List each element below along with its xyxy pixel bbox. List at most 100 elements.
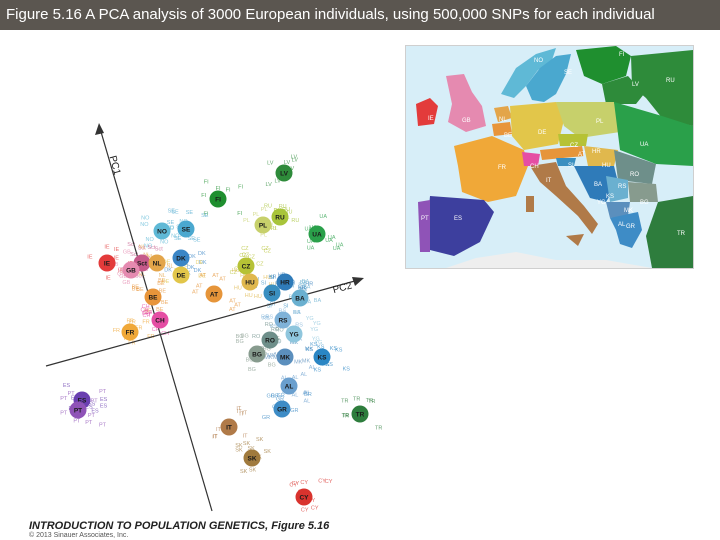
sample-label: BA	[303, 284, 311, 290]
sample-label: PT	[68, 391, 76, 397]
sample-label: UA	[307, 239, 315, 245]
sample-label: GR	[271, 394, 279, 400]
centroid-gr: GR	[273, 400, 291, 418]
sample-label: BG	[248, 367, 256, 373]
map-label-ua: UA	[640, 142, 648, 148]
sample-label: AL	[309, 365, 316, 371]
sample-label: FI	[226, 188, 231, 194]
sample-label: SK	[249, 468, 257, 474]
sample-label: IE	[106, 276, 112, 282]
map-label-nl: NL	[499, 117, 507, 123]
centroid-rs: RS	[274, 311, 292, 329]
sample-label: CH	[143, 313, 151, 319]
sample-label: SI	[270, 301, 276, 307]
map-label-tr: TR	[677, 231, 686, 237]
centroid-marker	[151, 311, 169, 329]
sample-label: SE	[188, 236, 196, 242]
sample-label: IT	[242, 411, 248, 417]
region-romania	[614, 150, 656, 184]
region-italy	[530, 162, 598, 234]
region-sweden	[526, 54, 571, 102]
sample-label: BA	[302, 279, 310, 285]
region-portugal	[418, 200, 430, 252]
centroid-al: AL	[280, 377, 298, 395]
pc2-label: PC2	[332, 280, 354, 296]
centroid-label: BA	[295, 296, 305, 303]
sample-label: DK	[188, 254, 196, 260]
sample-label: DE	[162, 279, 170, 285]
sample-label: MK	[305, 346, 314, 352]
map-label-yg: YG	[597, 200, 606, 206]
sample-label: CH	[141, 308, 149, 314]
map-label-ie: IE	[428, 116, 434, 122]
sample-label: CY	[292, 481, 300, 487]
sample-label: SK	[243, 441, 251, 447]
sample-label: CZ	[248, 255, 256, 261]
sample-label: BE	[156, 307, 164, 313]
sample-label: KS	[335, 348, 343, 354]
map-labels: NO FI SE RU LV IE GB NL BE DE PL UA CZ FR CH AT SI HU HR RO…	[421, 52, 686, 237]
centroid-pl: PL	[254, 216, 272, 234]
sample-label: SE	[167, 220, 175, 226]
centroid-pt: PT	[69, 401, 87, 419]
centroid-marker	[273, 400, 291, 418]
region-sardinia	[526, 196, 534, 212]
sample-label: AT	[229, 307, 236, 313]
sample-label: CY	[289, 482, 297, 488]
centroid-label: AT	[210, 292, 218, 299]
sample-label: IT	[236, 406, 242, 412]
sample-label: Sct	[127, 242, 135, 248]
region-ireland	[416, 98, 438, 126]
sample-label: DE	[196, 260, 204, 266]
region-netherlands	[494, 106, 512, 122]
sample-label: SE	[171, 209, 179, 215]
centroid-mk: MK	[276, 348, 294, 366]
sample-label: CH	[142, 304, 150, 310]
sample-label: PT	[99, 422, 107, 428]
sample-label: RU	[291, 218, 299, 224]
region-switzerland	[522, 152, 540, 166]
sample-label: DK	[164, 268, 172, 274]
sample-label: PT	[73, 419, 81, 425]
map-label-at: AT	[578, 152, 586, 158]
map-label-ch: CH	[530, 164, 539, 170]
centroid-ba: BA	[291, 289, 309, 307]
sample-label: CY	[318, 478, 326, 484]
map-label-cz: CZ	[570, 143, 578, 149]
centroid-sk: SK	[243, 449, 261, 467]
sample-label: RU	[285, 210, 293, 216]
map-label-ba: BA	[594, 182, 602, 188]
region-hungary	[584, 146, 618, 166]
centroid-marker	[291, 289, 309, 307]
centroid-lv: LV	[275, 164, 293, 182]
sample-label: DK	[199, 260, 207, 266]
sample-label: PT	[60, 396, 68, 402]
sample-label: PT	[60, 411, 68, 417]
sample-label: FR	[135, 326, 142, 332]
region-serbia	[606, 176, 628, 202]
region-finland	[576, 46, 631, 84]
sample-label: FI	[201, 193, 206, 199]
region-sicily	[566, 234, 584, 246]
sample-label: TR	[342, 414, 349, 420]
centroid-ua: UA	[308, 225, 326, 243]
centroid-label: GR	[277, 407, 287, 414]
sample-label: UA	[319, 214, 327, 220]
sample-label: SK	[248, 446, 256, 452]
sample-label: RS	[270, 324, 278, 330]
sample-label: DK	[198, 251, 206, 257]
sample-label: FI	[237, 211, 242, 217]
sample-label: HU	[245, 293, 253, 299]
sample-label: ES	[100, 404, 108, 410]
region-turkey	[646, 196, 693, 268]
region-slovenia	[556, 158, 576, 166]
centroid-marker	[295, 488, 313, 506]
region-baltics	[602, 76, 644, 104]
title-bar: Figure 5.16 A PCA analysis of 3000 Europ…	[0, 0, 720, 30]
sample-label: SE	[201, 213, 209, 219]
centroid-marker	[205, 285, 223, 303]
sample-label: PL	[243, 218, 250, 224]
sample-label: CY	[300, 480, 308, 486]
sample-label: SE	[186, 210, 194, 216]
sample-label: Sct	[155, 247, 163, 253]
